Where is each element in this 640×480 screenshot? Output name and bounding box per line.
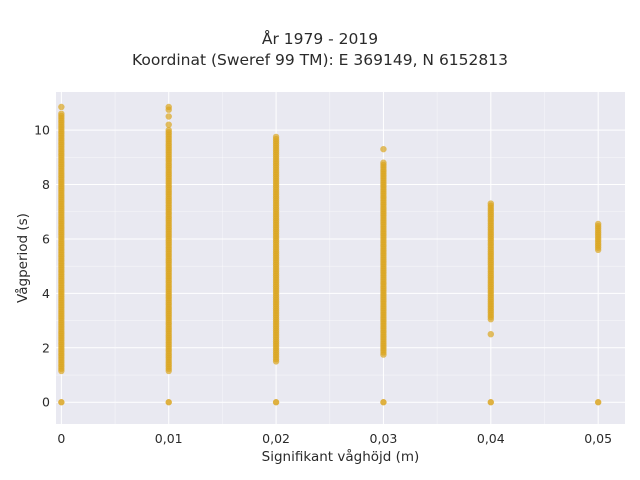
data-point (380, 145, 387, 153)
data-point (58, 399, 65, 406)
x-tick-label: 0,05 (584, 431, 612, 446)
data-point (58, 103, 65, 111)
x-axis-ticks: 0 0,01 0,02 0,03 0,04 0,05 (57, 431, 612, 446)
data-point (380, 159, 387, 166)
chart-title: År 1979 - 2019 (261, 30, 379, 48)
y-tick-label: 4 (42, 286, 50, 301)
data-point (272, 133, 280, 141)
data-point (487, 399, 495, 406)
data-point (165, 126, 172, 134)
y-tick-label: 2 (42, 340, 50, 355)
data-point (594, 399, 602, 406)
x-tick-label: 0,02 (262, 431, 290, 446)
x-tick-label: 0,03 (370, 431, 398, 446)
y-tick-label: 10 (34, 123, 50, 138)
y-axis-ticks: 0 2 4 6 8 10 (34, 123, 50, 410)
data-point (487, 200, 495, 207)
data-point (594, 220, 602, 228)
data-point (58, 110, 65, 117)
chart-subtitle: Koordinat (Sweref 99 TM): E 369149, N 61… (132, 51, 508, 69)
y-tick-label: 8 (42, 177, 50, 192)
data-point (380, 399, 387, 406)
data-point (165, 399, 172, 406)
data-point (165, 113, 172, 120)
data-point (165, 103, 172, 111)
data-point (272, 399, 280, 406)
x-axis-label: Signifikant våghöjd (m) (262, 448, 420, 465)
x-tick-label: 0 (57, 431, 65, 446)
data-points (58, 103, 602, 406)
y-axis-label: Vågperiod (s) (14, 213, 31, 303)
x-tick-label: 0,01 (155, 431, 183, 446)
data-point (487, 330, 495, 338)
plot-area (56, 92, 625, 424)
data-point (165, 121, 172, 128)
y-tick-label: 6 (42, 231, 50, 246)
y-tick-label: 0 (42, 395, 50, 410)
x-tick-label: 0,04 (477, 431, 505, 446)
